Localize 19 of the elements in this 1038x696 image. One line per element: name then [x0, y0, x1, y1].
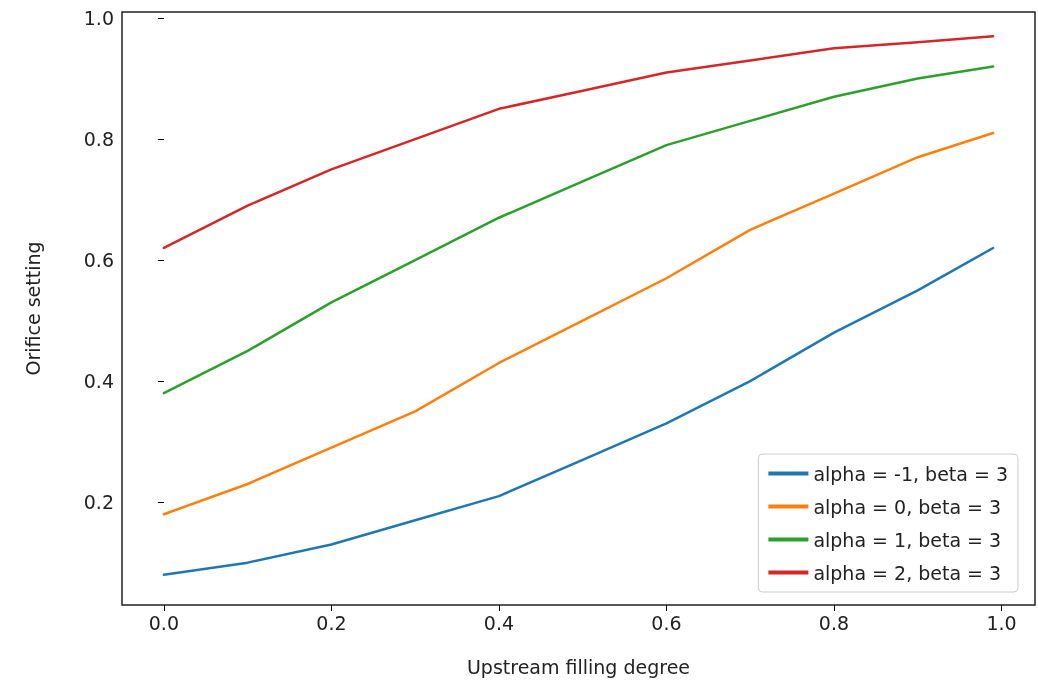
- legend-label: alpha = 0, beta = 3: [813, 495, 1002, 518]
- y-tick-label: 0.8: [83, 128, 114, 151]
- x-tick-label: 0.0: [148, 611, 179, 634]
- x-tick-label: 0.8: [818, 611, 850, 634]
- legend-label: alpha = 2, beta = 3: [813, 561, 1002, 584]
- legend-label: alpha = 1, beta = 3: [813, 528, 1002, 551]
- y-tick-label: 0.6: [83, 249, 114, 272]
- y-tick-label: 1.0: [83, 7, 114, 30]
- y-axis-title: Orifice setting: [21, 241, 44, 376]
- y-tick-label: 0.2: [83, 491, 114, 514]
- x-tick-label: 0.2: [316, 611, 347, 634]
- x-tick-label: 1.0: [986, 611, 1017, 634]
- line-series: [162, 34, 995, 250]
- x-axis-title: Upstream filling degree: [466, 655, 691, 678]
- legend-label: alpha = -1, beta = 3: [813, 462, 1008, 485]
- x-tick-label: 0.4: [483, 611, 515, 634]
- x-tick-label: 0.6: [651, 611, 682, 634]
- line-series: [162, 65, 995, 395]
- y-tick-label: 0.4: [83, 370, 114, 393]
